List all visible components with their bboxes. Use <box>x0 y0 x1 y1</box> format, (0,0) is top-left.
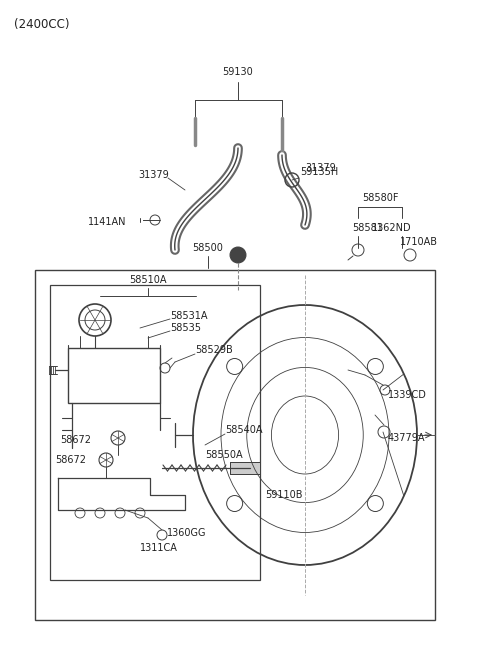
Text: 59135H: 59135H <box>300 167 338 177</box>
Text: 1339CD: 1339CD <box>388 390 427 400</box>
Bar <box>230 462 260 474</box>
Text: 58531A: 58531A <box>170 311 207 321</box>
Text: 58672: 58672 <box>60 435 91 445</box>
Text: 58500: 58500 <box>192 243 223 253</box>
Text: 59110B: 59110B <box>265 490 302 500</box>
Text: 1710AB: 1710AB <box>400 237 438 247</box>
Circle shape <box>230 247 246 263</box>
Bar <box>230 462 260 474</box>
Bar <box>50 285 260 580</box>
Text: 58540A: 58540A <box>225 425 263 435</box>
Text: 58550A: 58550A <box>205 450 242 460</box>
Text: 58510A: 58510A <box>129 275 167 285</box>
Text: 1311CA: 1311CA <box>140 543 178 553</box>
Text: 59130: 59130 <box>223 67 253 77</box>
Text: (2400CC): (2400CC) <box>14 18 70 31</box>
Text: 1362ND: 1362ND <box>372 223 412 233</box>
Bar <box>68 348 160 403</box>
Text: 43779A: 43779A <box>388 433 425 443</box>
Text: 31379: 31379 <box>138 170 169 180</box>
Text: 58535: 58535 <box>170 323 201 333</box>
Bar <box>35 270 435 620</box>
Text: 1141AN: 1141AN <box>88 217 127 227</box>
Text: 31379: 31379 <box>305 163 336 173</box>
Text: 58580F: 58580F <box>362 193 398 203</box>
Text: 58529B: 58529B <box>195 345 233 355</box>
Text: 58581: 58581 <box>352 223 383 233</box>
Text: 58672: 58672 <box>55 455 86 465</box>
Text: 1360GG: 1360GG <box>167 528 206 538</box>
